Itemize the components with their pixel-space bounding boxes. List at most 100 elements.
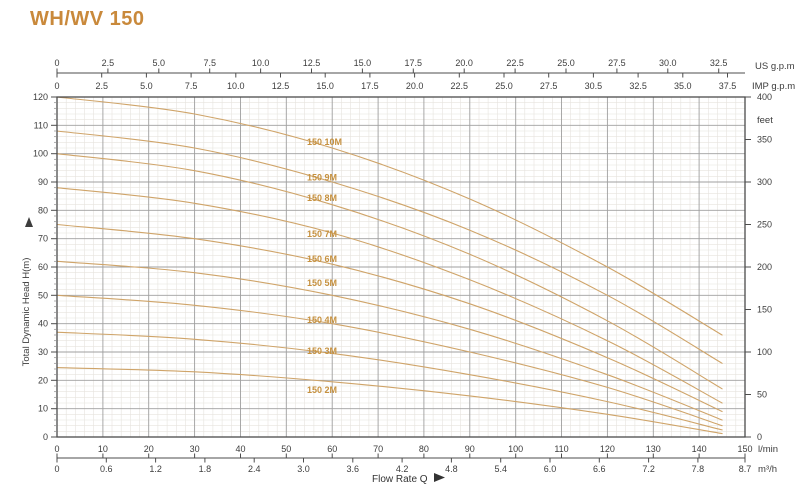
imp-gpm-tick-label: 20.0 [406,81,424,91]
lmin-tick-label: 20 [144,444,154,454]
lmin-tick-label: 120 [600,444,615,454]
curve-label-150-7m: 150 7M [307,229,337,239]
left-tick-label: 0 [43,432,48,442]
us-gpm-tick-label: 7.5 [203,58,216,68]
left-tick-label: 120 [33,92,48,102]
left-tick-label: 100 [33,149,48,159]
m3h-tick-label: 8.7 [739,464,752,474]
m3h-tick-label: 7.8 [692,464,705,474]
us-gpm-tick-label: 10.0 [252,58,270,68]
m3h-tick-label: 0 [54,464,59,474]
left-tick-label: 80 [38,205,48,215]
imp-gpm-tick-label: 22.5 [451,81,469,91]
imp-gpm-tick-label: 27.5 [540,81,558,91]
right-tick-label: 0 [757,432,762,442]
lmin-unit-label: l/min [758,444,778,455]
us-gpm-unit-label: US g.p.m [755,61,795,72]
right-tick-label: 200 [757,262,772,272]
m3h-unit-label: m³/h [758,464,777,475]
curve-label-150-2m: 150 2M [307,385,337,395]
right-tick-label: 400 [757,92,772,102]
m3h-tick-label: 4.2 [396,464,409,474]
m3h-tick-label: 6.0 [544,464,557,474]
right-arrow-icon [434,473,445,482]
us-gpm-tick-label: 5.0 [153,58,166,68]
imp-gpm-tick-label: 5.0 [140,81,153,91]
curve-label-150-4m: 150 4M [307,315,337,325]
curve-label-150-8m: 150 8M [307,193,337,203]
imp-gpm-tick-label: 30.5 [585,81,603,91]
us-gpm-tick-label: 22.5 [506,58,524,68]
imp-gpm-tick-label: 0 [54,81,59,91]
left-tick-label: 30 [38,347,48,357]
left-tick-label: 20 [38,375,48,385]
imp-gpm-tick-label: 25.0 [495,81,513,91]
us-gpm-tick-label: 25.0 [557,58,575,68]
m3h-tick-label: 3.6 [347,464,360,474]
lmin-tick-label: 80 [419,444,429,454]
imp-gpm-unit-label: IMP g.p.m [752,81,795,92]
lmin-tick-label: 110 [554,444,568,454]
right-tick-label: 300 [757,177,772,187]
imp-gpm-tick-label: 12.5 [272,81,290,91]
curve-label-150-5m: 150 5M [307,278,337,288]
left-tick-label: 110 [34,120,48,130]
feet-unit-label: feet [757,115,773,126]
imp-gpm-tick-label: 32.5 [629,81,647,91]
curve-150-3m [56,331,723,431]
m3h-tick-label: 1.2 [149,464,162,474]
imp-gpm-tick-label: 35.0 [674,81,692,91]
up-arrow-icon [25,217,33,227]
curve-150-4m [56,294,723,427]
right-tick-label: 350 [757,135,772,145]
left-tick-label: 60 [38,262,48,272]
right-tick-label: 100 [757,347,772,357]
us-gpm-tick-label: 0 [54,58,59,68]
us-gpm-tick-label: 20.0 [455,58,473,68]
m3h-tick-label: 0.6 [100,464,113,474]
imp-gpm-tick-label: 15.0 [316,81,334,91]
lmin-tick-label: 10 [98,444,108,454]
left-tick-label: 50 [38,290,48,300]
left-tick-label: 90 [38,177,48,187]
page-title: WH/WV 150 [30,8,145,30]
imp-gpm-tick-label: 2.5 [95,81,108,91]
lmin-tick-label: 0 [54,444,59,454]
curve-label-150-9m: 150 9M [307,173,337,183]
curve-150-6m [56,223,723,413]
lmin-tick-label: 40 [235,444,245,454]
us-gpm-tick-label: 27.5 [608,58,626,68]
left-tick-label: 70 [38,234,48,244]
lmin-tick-label: 130 [646,444,661,454]
m3h-tick-label: 6.6 [593,464,606,474]
m3h-tick-label: 1.8 [199,464,212,474]
x-axis-title: Flow Rate Q [372,474,428,485]
m3h-tick-label: 4.8 [445,464,458,474]
m3h-tick-label: 3.0 [297,464,310,474]
imp-gpm-tick-label: 37.5 [719,81,737,91]
lmin-tick-label: 150 [737,444,752,454]
curve-150-9m [56,130,723,364]
curve-label-150-10m: 150 10M [307,137,342,147]
curve-150-2m [56,367,723,435]
us-gpm-tick-label: 15.0 [354,58,372,68]
lmin-tick-label: 140 [692,444,707,454]
m3h-tick-label: 5.4 [494,464,507,474]
imp-gpm-tick-label: 10.0 [227,81,245,91]
y-axis-title: Total Dynamic Head H(m) [21,258,32,367]
left-tick-label: 10 [38,404,48,414]
us-gpm-tick-label: 2.5 [102,58,115,68]
curve-label-150-6m: 150 6M [307,254,337,264]
us-gpm-tick-label: 30.0 [659,58,677,68]
curve-150-10m [56,96,723,336]
left-tick-label: 40 [38,319,48,329]
curve-label-150-3m: 150 3M [307,346,337,356]
right-tick-label: 150 [757,305,772,315]
curve-150-5m [56,260,723,421]
lmin-tick-label: 90 [465,444,475,454]
lmin-tick-label: 60 [327,444,337,454]
curve-150-8m [56,153,723,390]
imp-gpm-tick-label: 7.5 [185,81,198,91]
